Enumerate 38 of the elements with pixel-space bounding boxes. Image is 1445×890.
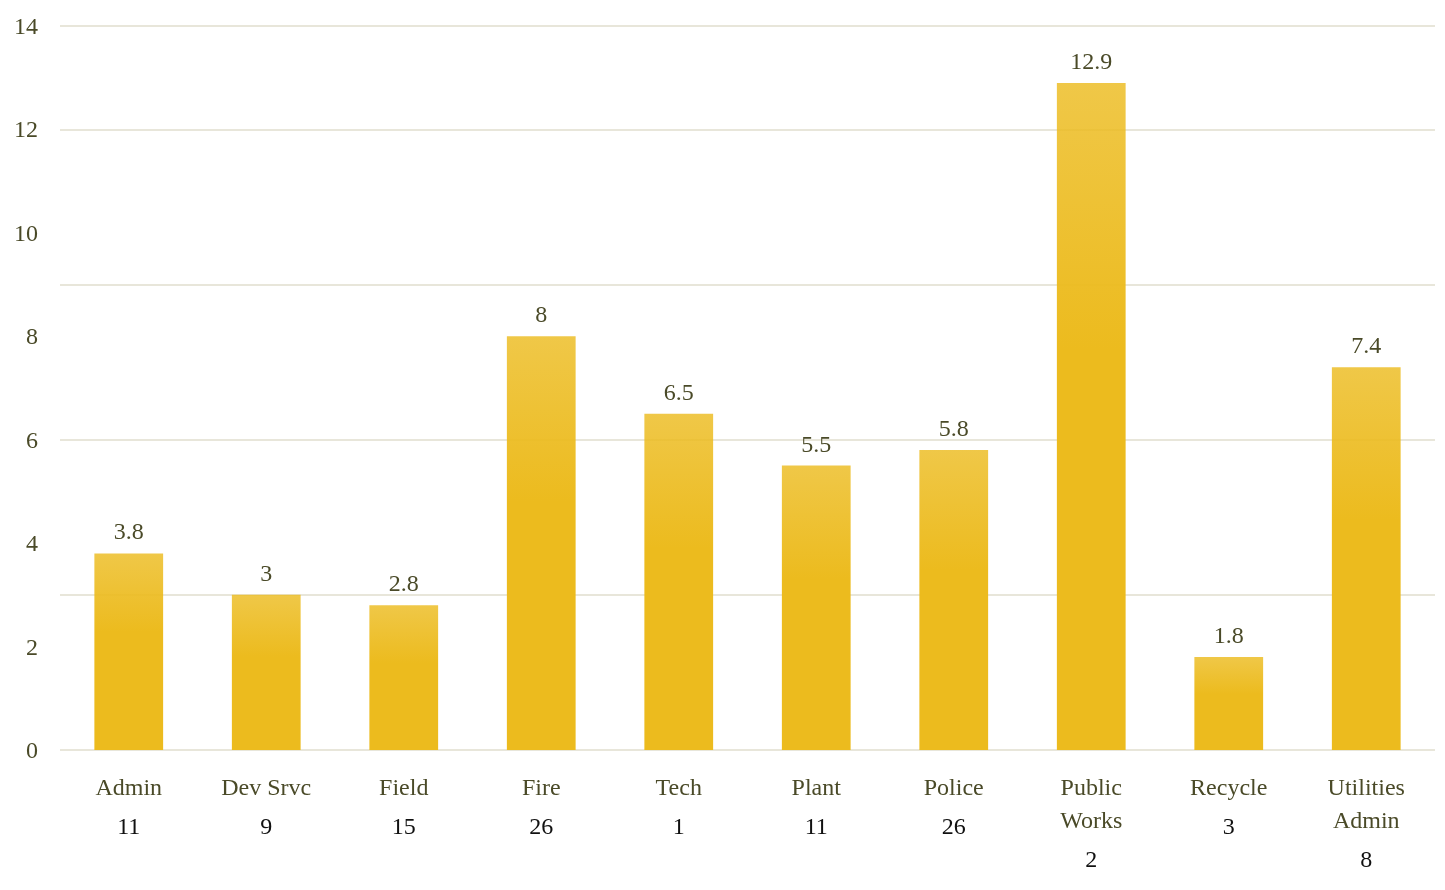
y-tick-label: 14 [14, 13, 38, 39]
data-label: 12.9 [1070, 47, 1113, 74]
y-tick-label: 12 [14, 116, 38, 143]
data-label: 2.8 [388, 570, 419, 597]
data-label: 3.8 [113, 518, 144, 545]
x-tick-label: Police 26 [923, 773, 984, 839]
bar [231, 594, 301, 750]
x-tick-label: Utilities Admin 8 [1327, 773, 1405, 872]
data-label: 3 [260, 559, 273, 586]
bar [1056, 82, 1126, 750]
x-tick-label: Plant 11 [791, 773, 842, 839]
y-tick-label: 6 [26, 426, 38, 453]
y-tick-label: 10 [14, 219, 38, 246]
bar [644, 413, 714, 750]
x-tick-label: Fire 26 [521, 773, 561, 839]
bar [369, 605, 439, 750]
data-label: 5.8 [938, 415, 969, 442]
x-tick-label: Tech 1 [655, 773, 702, 839]
data-label: 6.5 [663, 378, 694, 405]
x-tick-label: Field 15 [379, 773, 429, 839]
y-tick-label: 4 [26, 530, 38, 557]
bar [1331, 367, 1401, 750]
bar [919, 450, 989, 750]
x-tick-label: Recycle 3 [1190, 773, 1268, 839]
x-tick-label: Dev Srvc 9 [221, 773, 312, 839]
x-tick-label: Admin 11 [95, 773, 163, 839]
bar [1194, 656, 1264, 750]
y-tick-label: 8 [26, 323, 38, 350]
x-tick-label: Public Works 2 [1060, 773, 1123, 872]
bar [506, 336, 576, 750]
data-label: 7.4 [1351, 332, 1382, 359]
bar [94, 553, 164, 750]
data-label: 1.8 [1213, 621, 1244, 648]
data-label: 8 [535, 301, 548, 328]
y-tick-label: 2 [26, 633, 38, 660]
y-tick-label: 0 [26, 737, 38, 763]
bar [781, 465, 851, 750]
data-label: 5.5 [801, 430, 832, 457]
